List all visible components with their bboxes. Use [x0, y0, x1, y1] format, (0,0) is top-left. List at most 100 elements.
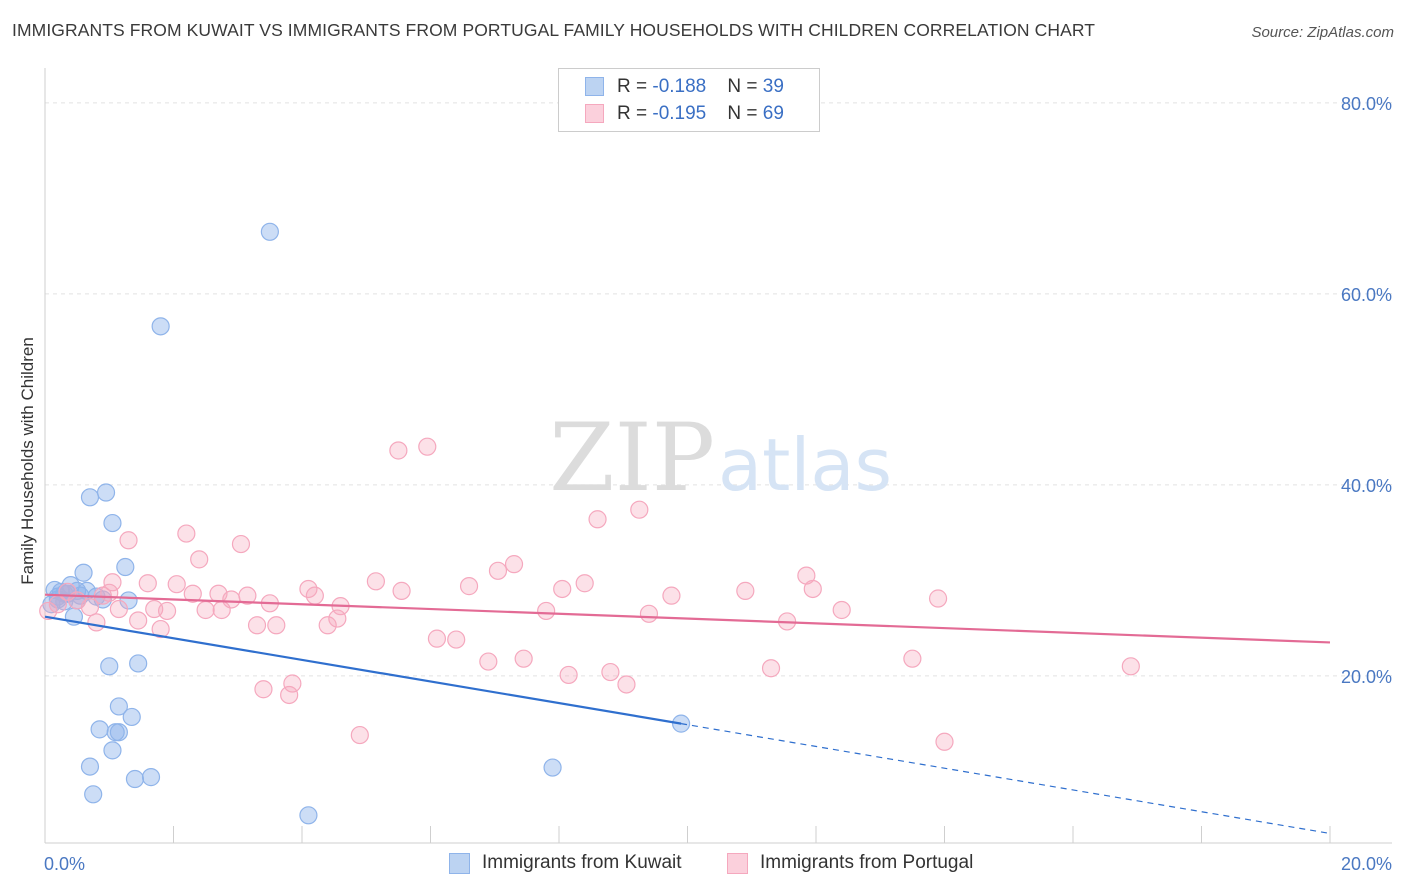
point-portugal-11	[129, 611, 148, 630]
point-kuwait-17	[116, 557, 135, 577]
point-portugal-48	[514, 649, 533, 668]
legend-kuwait-label: Immigrants from Kuwait	[482, 852, 682, 873]
point-kuwait-21	[109, 697, 128, 716]
point-portugal-54	[601, 662, 620, 682]
point-kuwait-23	[90, 720, 109, 739]
kuwait-r-value: -0.188	[652, 76, 707, 97]
point-kuwait-22	[122, 707, 141, 727]
point-portugal-46	[488, 561, 508, 580]
point-portugal-34	[318, 616, 337, 635]
point-portugal-58	[662, 586, 681, 605]
point-portugal-41	[418, 437, 437, 456]
point-portugal-15	[157, 601, 177, 621]
point-kuwait-19	[100, 657, 119, 676]
legend-portugal-label: Immigrants from Portugal	[760, 852, 974, 873]
point-portugal-42	[427, 629, 447, 648]
point-kuwait-26	[103, 741, 122, 760]
portugal-n-label: N =	[727, 103, 763, 124]
point-portugal-52	[575, 574, 594, 593]
point-portugal-37	[350, 725, 369, 745]
point-portugal-27	[254, 680, 273, 699]
point-portugal-32	[299, 579, 318, 599]
point-portugal-14	[151, 619, 170, 639]
axes	[44, 68, 1392, 844]
stats-legend: R = -0.188 N = 39 R = -0.195 N = 69	[558, 68, 820, 132]
point-kuwait-33	[299, 806, 318, 825]
point-portugal-12	[138, 574, 157, 593]
x-tick-label-0: 0.0%	[44, 854, 85, 874]
watermark: ZIP atlas	[549, 404, 892, 513]
point-portugal-68	[1121, 657, 1140, 676]
point-portugal-18	[183, 584, 202, 603]
legend-kuwait-swatch	[449, 853, 470, 874]
point-portugal-60	[761, 659, 781, 678]
portugal-r-label: R =	[617, 103, 653, 124]
trend-line-portugal	[44, 593, 1331, 644]
watermark-zip: ZIP	[549, 404, 715, 513]
point-portugal-25	[238, 586, 257, 605]
point-portugal-19	[190, 550, 209, 569]
point-portugal-8	[103, 573, 122, 592]
point-kuwait-15	[96, 483, 116, 502]
chart-title: IMMIGRANTS FROM KUWAIT VS IMMIGRANTS FRO…	[12, 20, 1096, 40]
point-kuwait-31	[151, 317, 170, 336]
point-portugal-59	[736, 581, 755, 600]
point-kuwait-29	[125, 769, 145, 789]
trend-line-kuwait-extension	[680, 723, 1331, 835]
x-tick-labels: 0.0% 20.0%	[44, 854, 1392, 874]
portugal-r-value: -0.195	[652, 103, 707, 124]
point-portugal-49	[537, 601, 556, 621]
watermark-atlas: atlas	[718, 423, 892, 507]
series-kuwait	[42, 222, 691, 825]
point-kuwait-32	[260, 222, 279, 241]
point-kuwait-16	[103, 513, 122, 533]
portugal-n-value: 69	[762, 103, 784, 124]
point-kuwait-10	[74, 563, 93, 582]
point-kuwait-28	[84, 785, 103, 804]
point-portugal-47	[504, 555, 524, 574]
x-tick-label-1: 20.0%	[1341, 854, 1392, 874]
point-portugal-17	[177, 524, 196, 543]
point-kuwait-34	[543, 758, 562, 777]
portugal-stats: R = -0.195 N = 69	[617, 103, 784, 125]
kuwait-stats: R = -0.188 N = 39	[617, 76, 784, 98]
point-portugal-16	[167, 575, 186, 594]
point-portugal-38	[366, 572, 385, 591]
point-portugal-57	[639, 604, 659, 623]
point-portugal-5	[87, 613, 106, 632]
point-portugal-44	[459, 577, 479, 596]
grid-lines	[45, 102, 1392, 677]
point-portugal-40	[392, 581, 411, 600]
y-tick-label-2: 60.0%	[1341, 285, 1392, 305]
point-portugal-0	[39, 601, 58, 621]
y-tick-label-1: 40.0%	[1341, 476, 1392, 496]
point-portugal-63	[803, 579, 822, 599]
point-portugal-29	[267, 616, 286, 635]
point-kuwait-30	[141, 768, 161, 787]
point-portugal-55	[617, 675, 636, 694]
y-tick-label-0: 20.0%	[1341, 667, 1392, 687]
point-portugal-31	[283, 674, 302, 693]
point-kuwait-20	[129, 654, 148, 673]
point-portugal-51	[559, 665, 578, 685]
kuwait-swatch	[585, 77, 604, 96]
point-portugal-20	[196, 600, 215, 620]
point-portugal-67	[935, 732, 954, 751]
point-portugal-43	[447, 630, 466, 649]
y-tick-label-3: 80.0%	[1341, 94, 1392, 114]
point-kuwait-12	[80, 488, 100, 507]
point-portugal-26	[247, 616, 267, 635]
point-kuwait-25	[109, 723, 128, 742]
point-portugal-56	[630, 500, 649, 519]
kuwait-n-label: N =	[727, 76, 763, 97]
point-portugal-30	[280, 685, 299, 705]
point-portugal-10	[119, 531, 138, 550]
point-portugal-50	[553, 579, 572, 599]
point-portugal-64	[832, 600, 851, 620]
kuwait-r-label: R =	[617, 76, 653, 97]
point-portugal-39	[389, 441, 408, 460]
point-portugal-33	[305, 586, 324, 605]
trend-line-kuwait	[44, 615, 682, 725]
point-portugal-65	[903, 649, 922, 668]
